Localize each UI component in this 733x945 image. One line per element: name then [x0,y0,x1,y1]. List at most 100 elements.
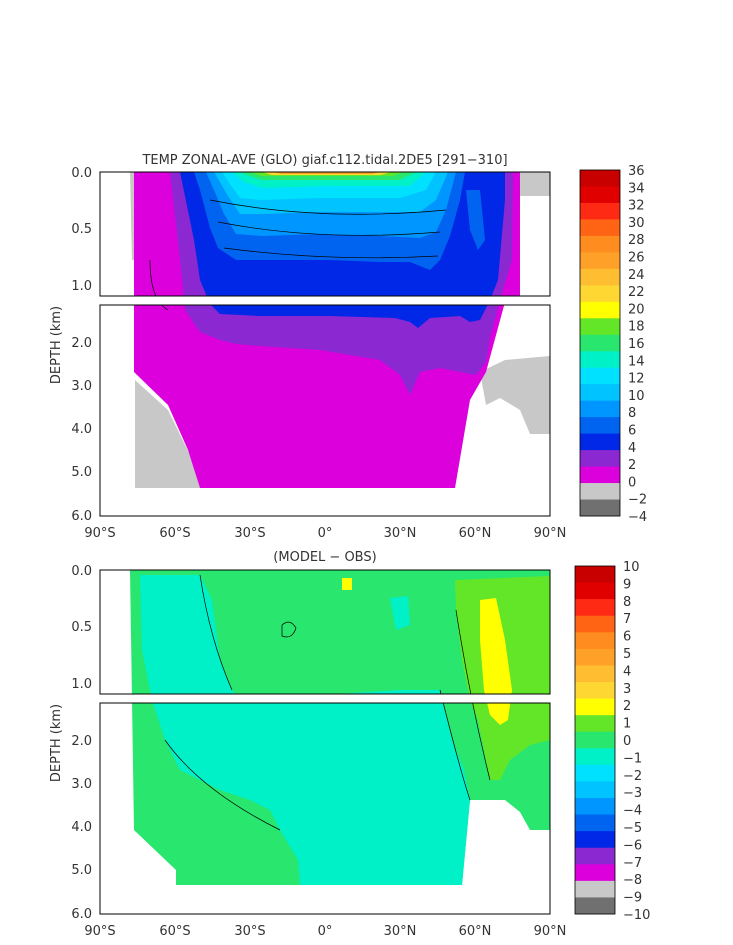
y-tick-label: 0.5 [71,222,92,237]
colorbar-frame [574,565,616,915]
colorbar-label: 3 [623,682,631,697]
colorbar-swatch [580,384,620,402]
colorbar-swatch [580,285,620,303]
x-tick-label: 60°N [459,924,492,939]
y-tick-label: 1.0 [71,279,92,294]
colorbar-swatch [575,582,615,600]
colorbar-swatch [575,814,615,832]
colorbar-label: 12 [628,372,645,387]
colorbar-label: 18 [628,320,645,335]
contour-field [100,172,550,516]
colorbar-swatch [580,252,620,270]
colorbar-swatch [580,170,620,187]
colorbar-label: 2 [623,699,631,714]
y-tick-label: 2.0 [71,734,92,749]
colorbar-label: 26 [628,251,645,266]
colorbar-label: 28 [628,233,645,248]
colorbar-swatch [580,219,620,237]
colorbar-swatch [580,433,620,451]
colorbar-swatch [580,400,620,418]
colorbar-swatch [575,698,615,716]
colorbar-label: −2 [628,493,647,508]
panel-temperature: TEMP ZONAL-AVE (GLO) giaf.c112.tidal.2DE… [49,153,647,541]
y-tick-label: 6.0 [71,907,92,922]
colorbar-label: 30 [628,216,645,231]
colorbar-label: −10 [623,908,650,923]
colorbar-swatch [575,715,615,733]
y-axis: 0.0 0.5 1.0 2.0 3.0 4.0 5.0 6.0 DEPTH (k… [49,166,92,524]
band-2-3-b [342,578,352,590]
colorbar-label: 9 [623,577,631,592]
colorbar-label: 10 [623,560,640,575]
colorbar-swatch [575,682,615,699]
colorbar-label: 14 [628,354,645,369]
y-tick-label: 6.0 [71,509,92,524]
y-tick-label: 0.5 [71,620,92,635]
x-tick-label: 90°S [84,526,115,541]
colorbar-label: 0 [623,734,631,749]
colorbar-swatch [575,731,615,749]
x-tick-label: 30°S [234,526,265,541]
colorbar-label: −1 [623,751,642,766]
colorbar-swatch [575,599,615,617]
colorbar-swatch [580,318,620,336]
colorbar-swatch [575,831,615,849]
colorbar-frame [579,169,621,517]
x-tick-label: 30°S [234,924,265,939]
colorbar-label: −9 [623,891,642,906]
x-tick-label: 90°S [84,924,115,939]
y-tick-label: 0.0 [71,564,92,579]
colorbar-swatch [580,301,620,319]
y-tick-label: 4.0 [71,422,92,437]
colorbar-swatch [580,334,620,352]
colorbar-swatch [580,499,620,517]
x-tick-label: 60°S [159,924,190,939]
colorbar-label: 10 [628,389,645,404]
colorbar-label: 24 [628,268,645,283]
x-tick-label: 90°N [534,924,567,939]
y-tick-label: 3.0 [71,379,92,394]
colorbar-swatch [575,764,615,782]
colorbar-swatch [575,897,615,915]
colorbar-swatch [575,748,615,766]
colorbar-label: 16 [628,337,645,352]
colorbar-label: 8 [628,406,636,421]
plot-frame-upper [99,569,551,695]
x-tick-label: 60°N [459,526,492,541]
colorbar-swatch [580,450,620,467]
colorbar-label: 8 [623,595,631,610]
colorbar-swatch [580,186,620,204]
x-tick-label: 0° [318,924,333,939]
colorbar-label: 4 [628,441,636,456]
y-tick-label: 1.0 [71,677,92,692]
panel-model-minus-obs: (MODEL − OBS) 0.0 [49,550,650,939]
x-axis: 90°S 60°S 30°S 0° 30°N 60°N 90°N [84,526,566,541]
chart-title: (MODEL − OBS) [273,550,376,565]
colorbar-swatch [580,351,620,369]
colorbar-swatch [580,367,620,385]
colorbar-label: 6 [628,424,636,439]
y-tick-label: 5.0 [71,465,92,480]
colorbar-label: 4 [623,664,631,679]
y-axis-label: DEPTH (km) [49,704,64,782]
colorbar-swatch [580,417,620,435]
x-tick-label: 90°N [534,526,567,541]
x-tick-label: 30°N [384,526,417,541]
x-tick-label: 0° [318,526,333,541]
colorbar-label: 34 [628,181,645,196]
chart-title: TEMP ZONAL-AVE (GLO) giaf.c112.tidal.2DE… [141,153,507,168]
band-2-3 [480,598,512,725]
x-tick-label: 60°S [159,526,190,541]
y-tick-label: 4.0 [71,820,92,835]
colorbar-swatch [575,798,615,815]
colorbar-swatch [575,615,615,633]
y-tick-label: 5.0 [71,863,92,878]
colorbar-swatch [580,235,620,253]
colorbar-swatch [575,880,615,898]
axis-break [100,694,550,703]
colorbar-label: −3 [623,786,642,801]
y-tick-label: 2.0 [71,336,92,351]
band-neg1-0-b [390,596,410,630]
